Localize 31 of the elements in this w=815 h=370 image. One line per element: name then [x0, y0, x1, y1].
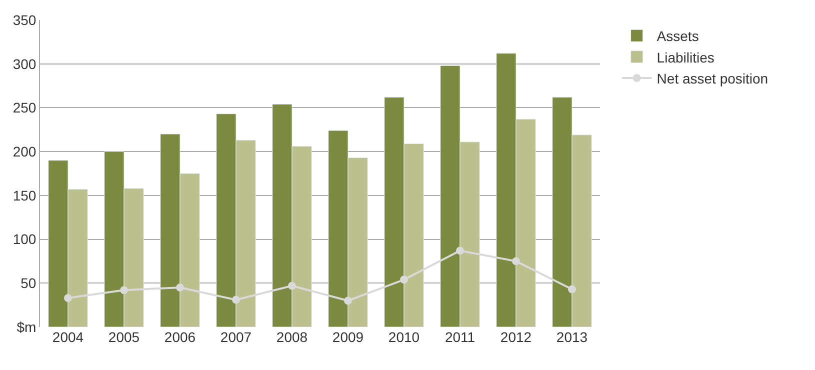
y-tick-label: 250 [12, 100, 36, 116]
point [400, 276, 408, 284]
legend-label: Assets [656, 28, 699, 44]
x-tick-label: 2010 [388, 329, 420, 345]
x-tick-label: 2012 [500, 329, 532, 345]
x-tick-label: 2005 [108, 329, 140, 345]
y-tick-label: 350 [12, 12, 36, 28]
legend-label: Liabilities [656, 49, 714, 66]
y-tick-label: 200 [12, 143, 36, 160]
point [288, 282, 296, 290]
y-tick-label: $m [16, 318, 36, 335]
x-tick-label: 2009 [332, 329, 364, 345]
point [176, 284, 184, 292]
x-tick-label: 2011 [444, 329, 476, 345]
legend-label: Net asset position [656, 70, 768, 86]
y-tick-label: 300 [12, 56, 36, 72]
point [456, 246, 464, 255]
x-tick-label: 2013 [556, 329, 588, 345]
x-tick-label: 2006 [164, 329, 196, 345]
point [64, 294, 72, 302]
y-tick-label: 150 [12, 187, 36, 204]
point [512, 257, 520, 266]
point [568, 285, 576, 294]
x-tick-label: 2007 [220, 329, 252, 345]
x-tick-label: 2004 [52, 329, 84, 345]
point [232, 296, 240, 304]
y-tick-label: 100 [12, 231, 36, 248]
x-tick-label: 2008 [276, 329, 308, 345]
y-tick-label: 50 [20, 275, 36, 292]
point [120, 286, 128, 294]
point [344, 296, 352, 305]
